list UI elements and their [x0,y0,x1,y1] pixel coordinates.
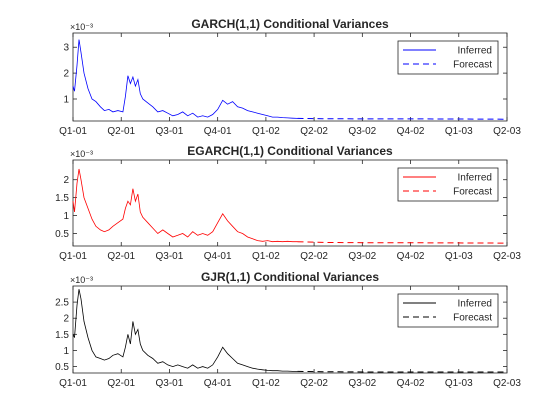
chart-title: EGARCH(1,1) Conditional Variances [187,144,393,158]
y-tick-label: 1 [63,95,69,106]
x-tick-label: Q3-01 [156,378,184,389]
legend-entry: Inferred [458,46,492,57]
x-tick-label: Q1-02 [252,251,280,262]
y-tick-label: 0.5 [55,229,69,240]
y-tick-label: 1 [63,346,69,357]
x-tick-label: Q4-01 [204,378,232,389]
y-tick-label: 2 [63,69,69,80]
legend: Inferred Forecast [397,40,499,75]
chart-title: GARCH(1,1) Conditional Variances [191,17,389,31]
legend: Inferred Forecast [397,167,499,202]
y-tick-label: 3 [63,43,69,54]
legend-entry: Inferred [458,173,492,184]
x-tick-label: Q3-02 [348,251,376,262]
legend-entry: Inferred [458,299,492,310]
x-tick-label: Q1-03 [445,126,473,137]
x-tick-label: Q1-01 [59,378,87,389]
x-tick-label: Q4-02 [397,126,425,137]
x-tick-label: Q2-02 [300,251,328,262]
legend: Inferred Forecast [397,293,499,328]
y-tick-label: 1.5 [55,330,69,341]
x-tick-label: Q2-01 [107,126,135,137]
chart-title: GJR(1,1) Conditional Variances [201,270,379,284]
x-tick-label: Q1-01 [59,126,87,137]
y-exponent-label: ×10⁻³ [70,275,93,285]
y-tick-label: 1 [63,211,69,222]
legend-box [397,167,499,202]
inferred-series-line [72,289,298,372]
legend-entry: Forecast [453,313,492,324]
x-tick-label: Q4-01 [204,251,232,262]
subplot-2: EGARCH(1,1) Conditional Variances ×10⁻³ 0.… [55,144,521,262]
subplot-3: GJR(1,1) Conditional Variances ×10⁻³ 0.5 1 1… [55,270,521,389]
x-tick-label: Q1-03 [445,251,473,262]
legend-box [397,40,499,75]
forecast-series-line [297,241,508,244]
x-tick-label: Q4-02 [397,378,425,389]
legend-entry: Forecast [453,60,492,71]
x-tick-label: Q2-02 [300,378,328,389]
y-exponent-label: ×10⁻³ [70,149,93,159]
x-tick-label: Q1-01 [59,251,87,262]
x-tick-label: Q1-02 [252,126,280,137]
x-tick-label: Q4-01 [204,126,232,137]
x-tick-label: Q2-01 [107,378,135,389]
legend-entry: Forecast [453,187,492,198]
legend-box [397,293,499,328]
x-tick-label: Q4-02 [397,251,425,262]
subplot-1: GARCH(1,1) Conditional Variances ×10⁻³ 1 2 3… [59,17,521,137]
x-tick-label: Q2-01 [107,251,135,262]
x-tick-label: Q3-02 [348,126,376,137]
x-tick-label: Q2-03 [493,378,521,389]
x-tick-label: Q3-01 [156,126,184,137]
x-tick-label: Q1-03 [445,378,473,389]
y-tick-label: 2.5 [55,298,69,309]
inferred-series-line [72,168,298,243]
inferred-series-line [72,39,298,119]
y-tick-label: 2 [63,314,69,325]
x-tick-label: Q3-01 [156,251,184,262]
x-tick-label: Q1-02 [252,378,280,389]
x-tick-label: Q2-03 [493,126,521,137]
forecast-series-line [297,117,508,120]
x-tick-label: Q3-02 [348,378,376,389]
y-tick-label: 1.5 [55,193,69,204]
x-tick-label: Q2-03 [493,251,521,262]
y-tick-label: 0.5 [55,362,69,373]
x-tick-label: Q2-02 [300,126,328,137]
y-exponent-label: ×10⁻³ [70,22,93,32]
y-tick-label: 2 [63,175,69,186]
forecast-series-line [297,370,507,373]
